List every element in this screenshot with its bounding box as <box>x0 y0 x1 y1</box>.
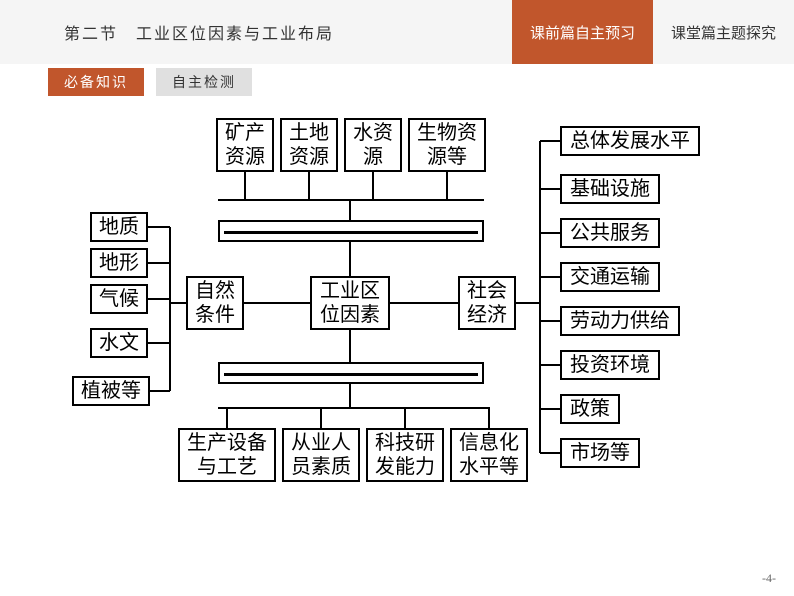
node-left-4: 水文 <box>90 328 148 358</box>
subtab-knowledge[interactable]: 必备知识 <box>48 68 144 96</box>
node-top-2: 土地 资源 <box>280 118 338 172</box>
node-right-2: 基础设施 <box>560 174 660 204</box>
subtab-selftest[interactable]: 自主检测 <box>156 68 252 96</box>
node-left-2: 地形 <box>90 248 148 278</box>
tab-preview[interactable]: 课前篇自主预习 <box>512 0 653 64</box>
node-right-4: 交通运输 <box>560 262 660 292</box>
node-right-5: 劳动力供给 <box>560 306 680 336</box>
page-number: -4- <box>762 571 776 586</box>
node-right-3: 公共服务 <box>560 218 660 248</box>
node-top-4: 生物资 源等 <box>408 118 486 172</box>
node-right-8: 市场等 <box>560 438 640 468</box>
node-social-economy: 社会 经济 <box>458 276 516 330</box>
node-left-5: 植被等 <box>72 376 150 406</box>
node-right-1: 总体发展水平 <box>560 126 700 156</box>
header: 第二节 工业区位因素与工业布局 课前篇自主预习 课堂篇主题探究 <box>0 0 794 64</box>
node-top-3: 水资 源 <box>344 118 402 172</box>
node-bottom-3: 科技研 发能力 <box>366 428 444 482</box>
node-natural-conditions: 自然 条件 <box>186 276 244 330</box>
node-bottom-1: 生产设备 与工艺 <box>178 428 276 482</box>
tab-explore[interactable]: 课堂篇主题探究 <box>653 0 794 64</box>
diagram: 工业区 位因素 自然 条件 社会 经济 矿产 资源土地 资源水资 源生物资 源等生产设… <box>0 100 794 560</box>
node-left-3: 气候 <box>90 284 148 314</box>
node-bottom-4: 信息化 水平等 <box>450 428 528 482</box>
node-bottom-2: 从业人 员素质 <box>282 428 360 482</box>
node-right-7: 政策 <box>560 394 620 424</box>
bar-bottom <box>218 362 484 384</box>
bar-top <box>218 220 484 242</box>
page-title: 第二节 工业区位因素与工业布局 <box>0 20 512 44</box>
node-left-1: 地质 <box>90 212 148 242</box>
subtabs: 必备知识 自主检测 <box>0 68 794 96</box>
node-right-6: 投资环境 <box>560 350 660 380</box>
node-center: 工业区 位因素 <box>310 276 390 330</box>
node-top-1: 矿产 资源 <box>216 118 274 172</box>
